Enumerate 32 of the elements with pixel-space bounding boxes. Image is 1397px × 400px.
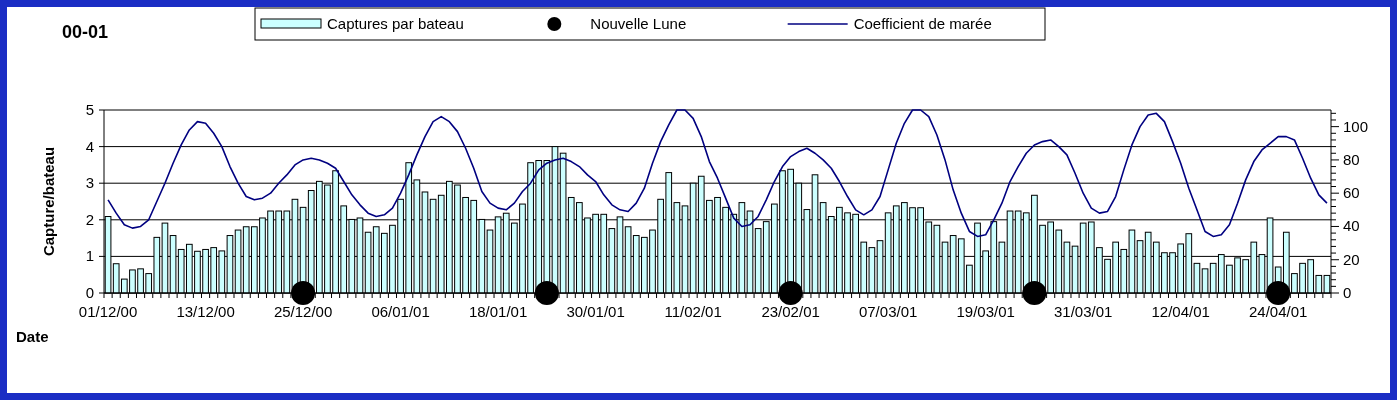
x-tick-label: 13/12/00 bbox=[176, 303, 235, 320]
x-tick-label: 01/12/00 bbox=[78, 303, 138, 320]
x-tick-label: 30/01/01 bbox=[566, 303, 625, 320]
y-tick-label: 4 bbox=[85, 137, 94, 155]
legend-label: Captures par bateau bbox=[327, 15, 464, 32]
y-tick-label: 2 bbox=[85, 210, 94, 228]
x-tick-label: 18/01/01 bbox=[468, 303, 528, 320]
y2-tick-label: 40 bbox=[1343, 217, 1360, 235]
x-tick-label: 06/01/01 bbox=[371, 303, 430, 320]
y2-tick-label: 0 bbox=[1343, 284, 1352, 301]
y-tick-label: 3 bbox=[85, 174, 94, 192]
x-tick-label: 24/04/01 bbox=[1248, 303, 1308, 320]
x-tick-label: 25/12/00 bbox=[273, 303, 333, 320]
y2-tick-label: 20 bbox=[1343, 250, 1360, 268]
y-tick-label: 5 bbox=[85, 101, 94, 118]
y2-tick-label: 100 bbox=[1343, 117, 1369, 135]
x-tick-label: 11/02/01 bbox=[664, 303, 722, 320]
chart-title: 00-01 bbox=[62, 22, 109, 42]
legend-label: Nouvelle Lune bbox=[590, 15, 687, 32]
y-tick-label: 1 bbox=[85, 247, 94, 265]
x-tick-label: 23/02/01 bbox=[761, 303, 820, 320]
y2-tick-label: 60 bbox=[1343, 184, 1360, 202]
legend-label: Coefficient de marée bbox=[853, 15, 992, 32]
x-tick-label: 07/03/01 bbox=[858, 303, 918, 320]
line-series bbox=[107, 109, 1328, 238]
y-tick-label: 0 bbox=[85, 284, 94, 301]
x-axis-title: Date bbox=[16, 328, 49, 345]
x-tick-label: 19/03/01 bbox=[956, 303, 1015, 320]
y2-tick-label: 80 bbox=[1343, 150, 1360, 168]
x-tick-label: 12/04/01 bbox=[1151, 303, 1210, 320]
y-axis-title: Capture/bateau bbox=[40, 146, 57, 257]
x-tick-label: 31/03/01 bbox=[1053, 303, 1113, 320]
